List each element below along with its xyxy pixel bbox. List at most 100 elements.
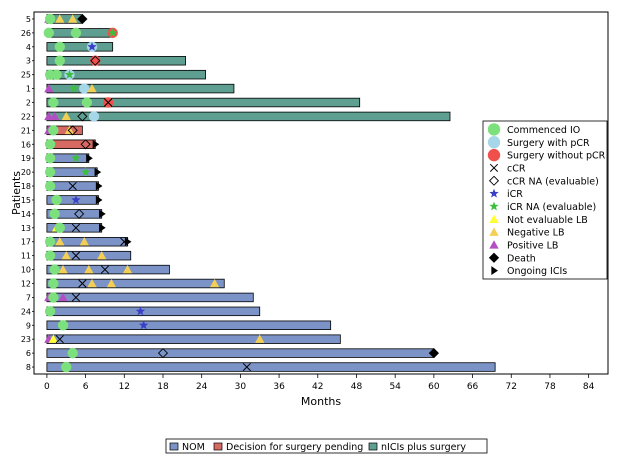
patient-label: 18 [21, 182, 31, 191]
patient-label: 9 [26, 321, 31, 330]
marker-legend-label: iCR [507, 189, 523, 200]
marker-x [489, 163, 499, 173]
marker-commenced [70, 27, 82, 39]
marker-legend-box [482, 120, 608, 280]
marker-no-pcr [487, 148, 501, 162]
marker-arrow [491, 266, 498, 276]
marker-death [428, 347, 439, 359]
marker-diamond-open [77, 111, 88, 122]
bar-patient-3 [46, 56, 186, 66]
marker-neg-lb [61, 111, 71, 121]
marker-diamond-open [74, 208, 85, 219]
marker-legend-label: cCR [507, 163, 526, 174]
x-tick-label: 60 [428, 382, 440, 392]
patient-label: 6 [26, 349, 31, 358]
x-tick-label: 66 [467, 382, 479, 392]
x-tick-label: 36 [273, 382, 285, 392]
marker-icr-na [71, 153, 81, 163]
x-tick-label: 42 [312, 382, 323, 392]
patient-label: 5 [26, 15, 31, 24]
patient-label: 10 [21, 266, 31, 275]
marker-commenced [44, 236, 56, 247]
marker-pos-lb [58, 292, 68, 302]
bar-patient-8 [46, 362, 496, 372]
marker-icr [87, 41, 97, 51]
bar-patient-6 [46, 348, 435, 358]
marker-icr [71, 195, 81, 204]
marker-arrow [95, 181, 103, 191]
marker-neg-lb [106, 278, 117, 288]
bar-patient-23 [46, 334, 341, 344]
x-tick-label: 30 [235, 382, 247, 392]
x-tick-label: 0 [44, 382, 50, 392]
marker-icr-na [489, 201, 499, 211]
marker-pcr [79, 83, 90, 94]
marker-x [100, 265, 110, 274]
bar-legend-swatch [169, 442, 179, 451]
marker-commenced [57, 320, 69, 331]
marker-legend-label: Surgery with pCR [507, 138, 590, 149]
patient-label: 19 [21, 154, 31, 163]
marker-commenced [44, 306, 56, 317]
bar-legend-box [165, 438, 488, 454]
marker-neg-lb [64, 125, 75, 135]
marker-x [71, 293, 81, 302]
y-axis-title: Patients [10, 171, 23, 215]
marker-commenced [44, 250, 56, 261]
marker-neg-lb [255, 334, 265, 343]
bar-patient-4 [46, 42, 114, 52]
marker-commenced [44, 152, 56, 164]
marker-neg-lb [122, 264, 133, 274]
marker-commenced [43, 27, 55, 39]
marker-commenced [54, 41, 65, 53]
marker-arrow [95, 195, 103, 205]
marker-commenced [44, 180, 56, 192]
patient-label: 25 [21, 71, 31, 80]
x-tick-label: 54 [389, 382, 401, 392]
marker-legend-label: cCR NA (evaluable) [507, 176, 599, 187]
marker-commenced [54, 222, 65, 234]
marker-arrow [92, 139, 100, 149]
bar-patient-12 [46, 278, 225, 289]
marker-commenced [44, 139, 56, 150]
marker-neg-lb [97, 250, 107, 260]
marker-commenced [81, 97, 93, 108]
patient-label: 20 [21, 168, 31, 177]
marker-neg-lb [58, 264, 68, 274]
bar-patient-9 [46, 320, 332, 330]
marker-icr [135, 306, 146, 316]
marker-pos-lb [44, 83, 54, 93]
bar-patient-11 [46, 250, 132, 261]
patient-label: 2 [26, 99, 31, 108]
marker-legend-label: Not evaluable LB [507, 215, 588, 226]
patient-label: 16 [21, 140, 31, 149]
bar-patient-2 [46, 97, 361, 108]
marker-arrow [124, 237, 132, 247]
marker-diamond-open [80, 139, 91, 150]
bar-legend-swatch [213, 442, 223, 451]
x-tick-label: 18 [157, 382, 169, 392]
marker-arrow [99, 209, 106, 219]
marker-neg-lb [84, 264, 94, 274]
marker-legend-label: Ongoing ICIs [507, 266, 567, 277]
marker-pos-lb [49, 111, 60, 121]
marker-commenced [48, 97, 59, 108]
bar-patient-10 [46, 264, 170, 275]
x-tick-label: 72 [506, 382, 517, 392]
marker-x [71, 223, 81, 232]
marker-commenced [44, 13, 56, 25]
marker-commenced [48, 278, 59, 289]
marker-neg-lb [55, 237, 65, 246]
patient-label: 3 [26, 57, 31, 66]
bar-patient-22 [46, 111, 451, 122]
bar-patient-7 [46, 292, 254, 303]
patient-label: 4 [26, 43, 31, 52]
marker-legend-label: Negative LB [507, 228, 564, 239]
patient-label: 21 [21, 126, 31, 135]
marker-not-eval [48, 334, 59, 343]
marker-x [55, 335, 64, 344]
marker-icr-na [107, 27, 118, 37]
marker-x [68, 181, 77, 191]
